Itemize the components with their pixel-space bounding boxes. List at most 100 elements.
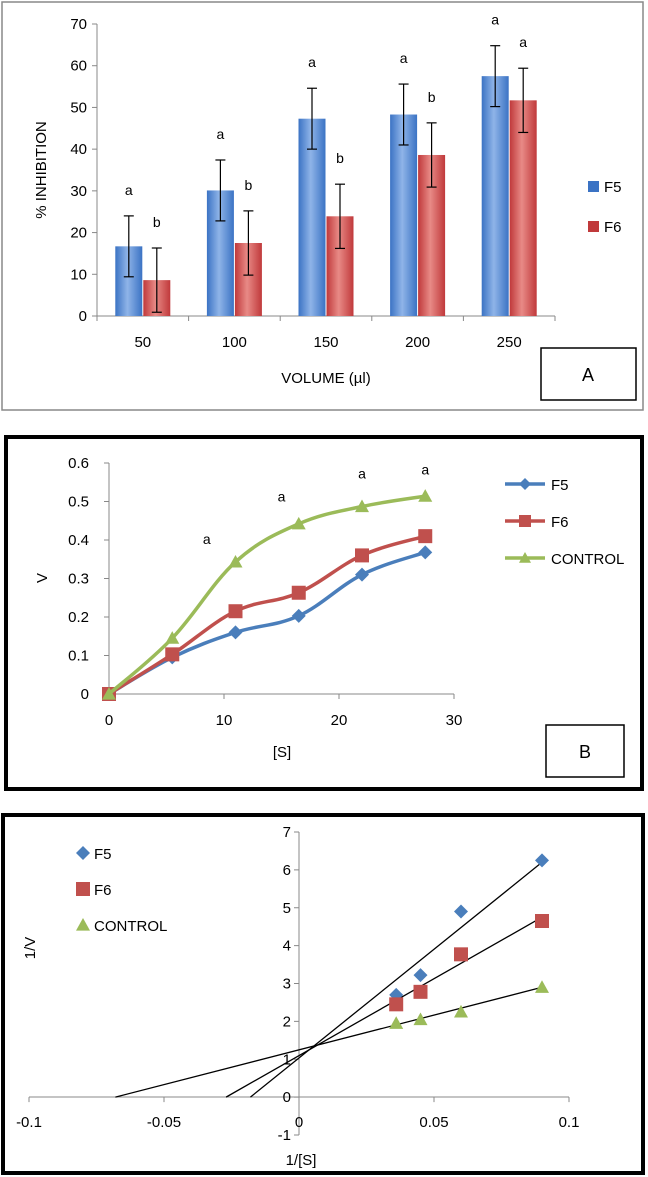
c-x-tick-label: -0.05 [147,1114,181,1131]
data-point-f5 [355,567,369,582]
legend-swatch-f6 [588,221,599,232]
legend-label-f6: F6 [551,514,569,531]
significance-letter: a [308,54,316,70]
significance-letter: b [336,150,344,166]
a-x-tick-label: 50 [134,334,151,351]
c-y-axis-label: 1/V [22,937,39,960]
significance-letter: a [519,34,527,50]
bar-f5-150 [298,118,326,316]
b-y-tick-label: 0.3 [68,571,89,588]
legend-marker-control [76,918,90,931]
trendline-f5 [249,861,543,1098]
data-point-f6 [165,647,180,662]
legend-marker-control [519,552,531,563]
b-y-axis-label: V [34,573,51,583]
a-y-tick-label: 0 [79,308,87,325]
data-point-f5 [418,545,433,560]
data-point-control [102,687,116,700]
legend-label-control: CONTROL [551,551,624,568]
series-line-f6 [108,534,426,696]
data-point-f6 [535,914,549,929]
legend-label-f6: F6 [94,882,112,899]
b-panel-letter-box [545,724,625,778]
c-y-tick-label: 4 [283,938,291,955]
a-x-tick-label: 150 [313,334,338,351]
panel-a-frame [1,1,644,411]
c-x-tick-label: 0 [295,1114,303,1131]
c-y-tick-label: 2 [283,1013,291,1030]
a-y-tick-label: 30 [70,183,87,200]
series-line-f5 [108,550,426,696]
trendline-f6 [225,916,543,1098]
legend-marker-f6 [76,882,90,896]
a-y-tick-label: 60 [70,58,87,75]
significance-letter: b [245,177,253,193]
b-y-tick-label: 0.5 [68,494,89,511]
significance-letter: a [278,489,286,505]
legend-swatch-f5 [588,181,599,192]
c-y-tick-label: 6 [283,862,291,879]
b-x-tick-label: 10 [216,712,233,729]
b-y-tick-label: 0.4 [68,532,89,549]
data-point-f5 [454,904,468,919]
a-y-tick-label: 50 [70,99,87,116]
c-x-tick-label: 0.05 [419,1114,448,1131]
a-x-tick-label: 200 [405,334,430,351]
data-point-control [291,516,306,530]
data-point-f5 [291,608,306,623]
bar-chart-panel-a: 0 10 20 30 40 50 60 70 50 100 150 200 250 a a a a a b b b b… [33,12,637,401]
a-y-tick-label: 20 [70,225,87,242]
data-point-f6 [228,604,243,619]
legend-label-control: CONTROL [94,918,167,935]
data-point-control [418,489,433,502]
significance-letter: a [217,126,225,142]
data-point-control [165,631,180,644]
b-y-tick-label: 0.2 [68,609,89,626]
significance-letter: a [358,465,366,481]
data-point-f6 [413,984,428,999]
data-point-control [355,499,369,513]
b-x-tick-label: 20 [331,712,348,729]
a-x-tick-label: 100 [222,334,247,351]
significance-letter: a [203,531,211,547]
a-y-axis-label: % INHIBITION [33,121,50,219]
b-x-tick-label: 30 [446,712,463,729]
c-x-tick-label: 0.1 [559,1114,580,1131]
a-x-axis-label: VOLUME (µl) [281,370,370,387]
bar-f5-250 [481,76,509,317]
c-y-tick-label: 3 [283,976,291,993]
significance-letter: a [400,50,408,66]
legend-label-f5: F5 [551,477,569,494]
c-y-tick-label: 5 [283,900,291,917]
b-y-tick-label: 0 [81,686,89,703]
b-y-tick-label: 0.6 [68,455,89,472]
c-y-tick-label: 7 [283,824,291,841]
bar-f5-200 [390,114,418,317]
b-x-axis-label: [S] [273,744,291,761]
legend-marker-f5 [519,478,531,490]
a-panel-letter: A [582,365,594,385]
data-point-f5 [535,853,549,868]
c-legend: F5 F6 CONTROL [76,846,167,935]
legend-marker-f5 [76,846,90,860]
trendline-control [115,986,543,1098]
b-y-tick-label: 0.1 [68,648,89,665]
legend-label-f6: F6 [604,219,622,236]
data-point-f6 [291,585,306,600]
panel-b-frame [4,435,644,791]
a-y-tick-label: 70 [70,16,87,33]
data-point-control [389,1016,404,1029]
significance-letter: a [491,12,499,28]
legend-marker-f6 [519,515,531,527]
data-point-control [454,1004,468,1018]
b-x-tick-label: 0 [105,712,113,729]
a-legend: F5 F6 [588,179,622,236]
a-y-tick-label: 40 [70,141,87,158]
a-x-tick-label: 250 [497,334,522,351]
c-y-tick-label: 1 [283,1051,291,1068]
legend-label-f5: F5 [604,179,622,196]
data-point-control [535,980,549,993]
c-y-tick-label: 0 [283,1089,291,1106]
